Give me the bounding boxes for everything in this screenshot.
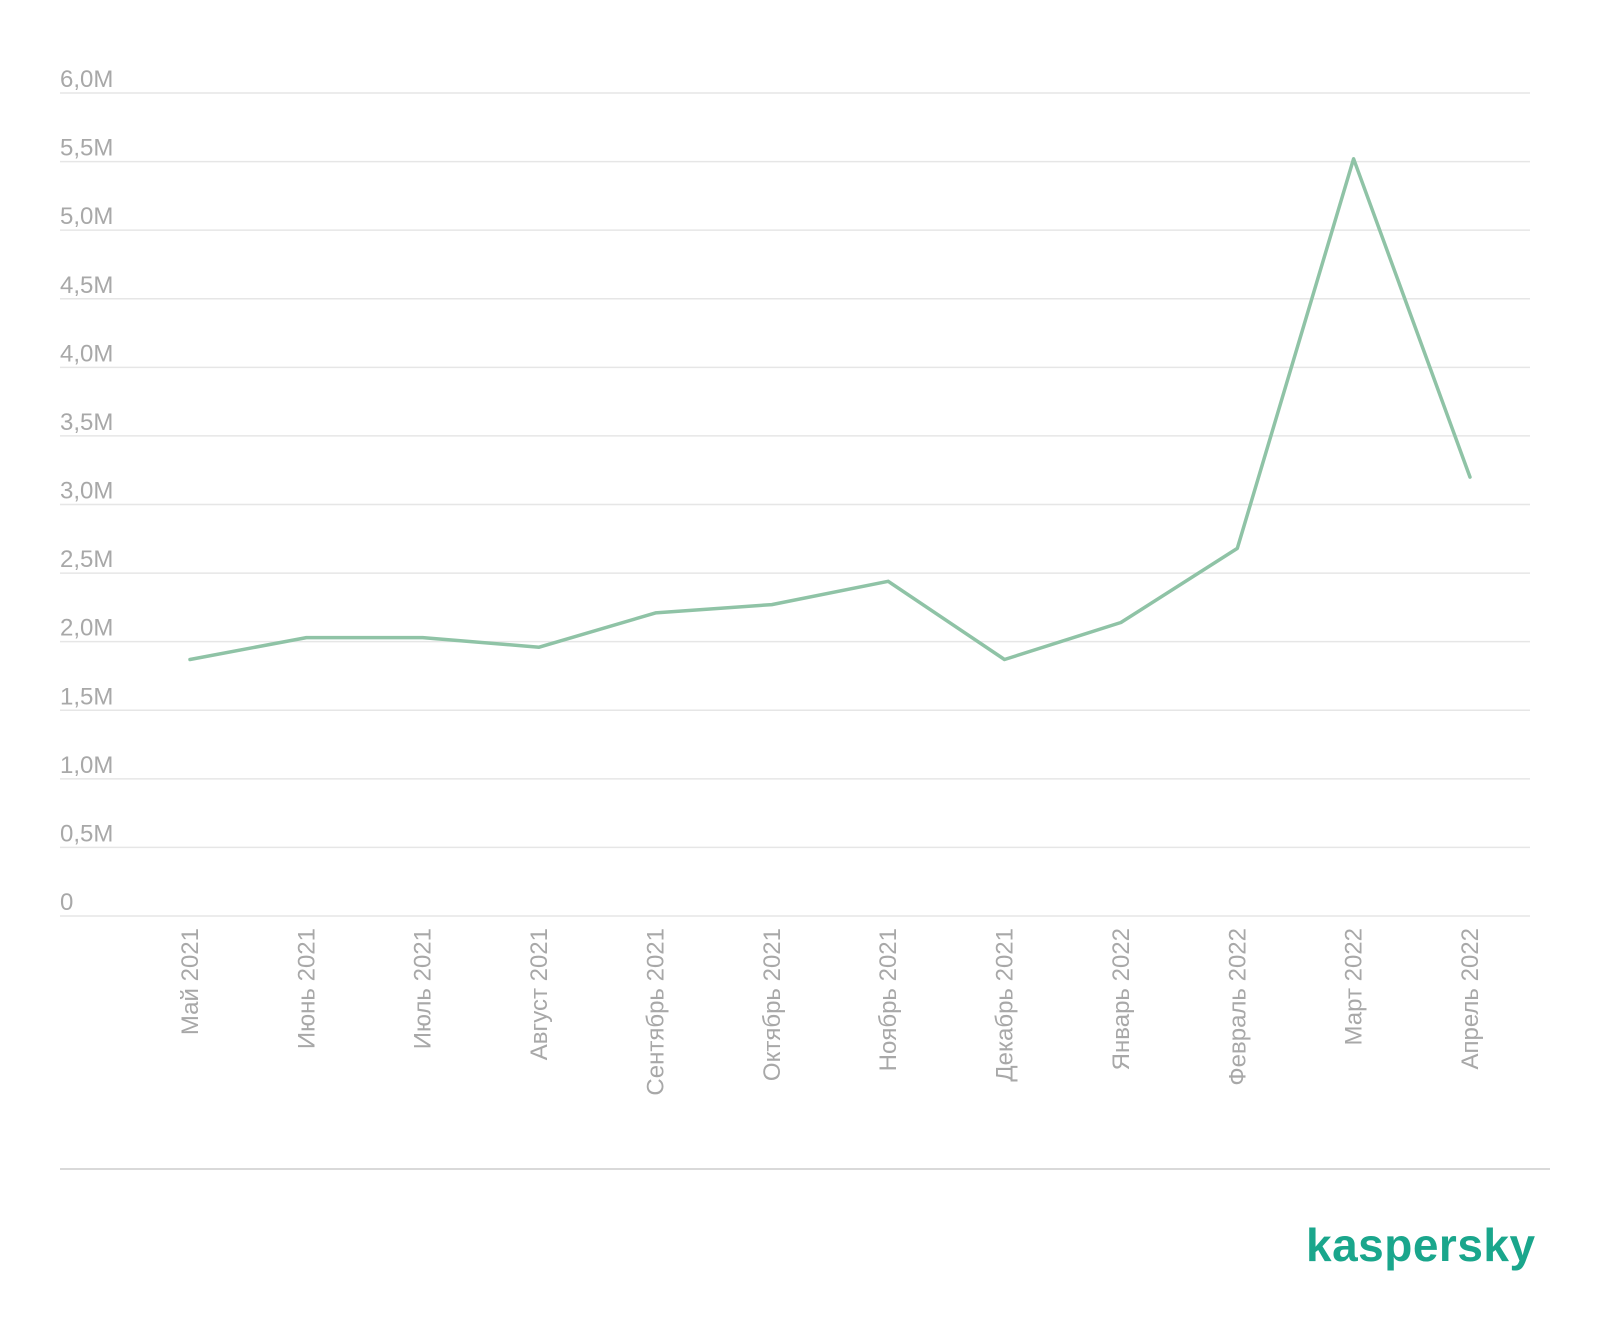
x-tick-label: Декабрь 2021: [992, 928, 1019, 1082]
y-tick-label: 3,5M: [60, 409, 113, 436]
y-tick-label: 1,5M: [60, 683, 113, 710]
x-tick-label: Август 2021: [526, 928, 553, 1060]
kaspersky-logo: kaspersky: [1306, 1219, 1536, 1271]
x-tick-label: Май 2021: [177, 928, 204, 1035]
y-tick-label: 5,5M: [60, 135, 113, 162]
footer-divider: [60, 1168, 1550, 1170]
y-tick-label: 5,0M: [60, 203, 113, 230]
grid-lines: [60, 92, 1530, 917]
x-tick-label: Февраль 2022: [1224, 928, 1251, 1086]
y-tick-label: 3,0M: [60, 478, 113, 505]
x-tick-label: Сентябрь 2021: [642, 928, 669, 1096]
y-tick-label: 4,5M: [60, 272, 113, 299]
series-lines: [188, 157, 1472, 662]
x-axis-tick-labels: Май 2021 Июнь 2021 Июль 2021 Август 2021 Сен…: [177, 928, 1484, 1096]
y-tick-label: 1,0M: [60, 752, 113, 779]
y-tick-label: 2,0M: [60, 615, 113, 642]
x-tick-label: Ноябрь 2021: [875, 928, 902, 1071]
series-line: [188, 157, 1472, 662]
x-tick-label: Июнь 2021: [293, 928, 320, 1049]
y-axis-tick-labels: 0 0,5M 1,0M 1,5M 2,0M 2,5M 3,0M 3,5M 4,0M 4,5M 5,0…: [60, 66, 113, 916]
y-tick-label: 4,0M: [60, 340, 113, 367]
x-tick-label: Март 2022: [1341, 928, 1368, 1045]
x-tick-label: Июль 2021: [410, 928, 437, 1049]
y-tick-label: 2,5M: [60, 546, 113, 573]
y-tick-label: 0: [60, 889, 73, 916]
x-tick-label: Апрель 2022: [1457, 928, 1484, 1069]
x-tick-label: Январь 2022: [1108, 928, 1135, 1070]
y-tick-label: 6,0M: [60, 66, 113, 93]
y-tick-label: 0,5M: [60, 820, 113, 847]
x-tick-label: Октябрь 2021: [759, 928, 786, 1081]
